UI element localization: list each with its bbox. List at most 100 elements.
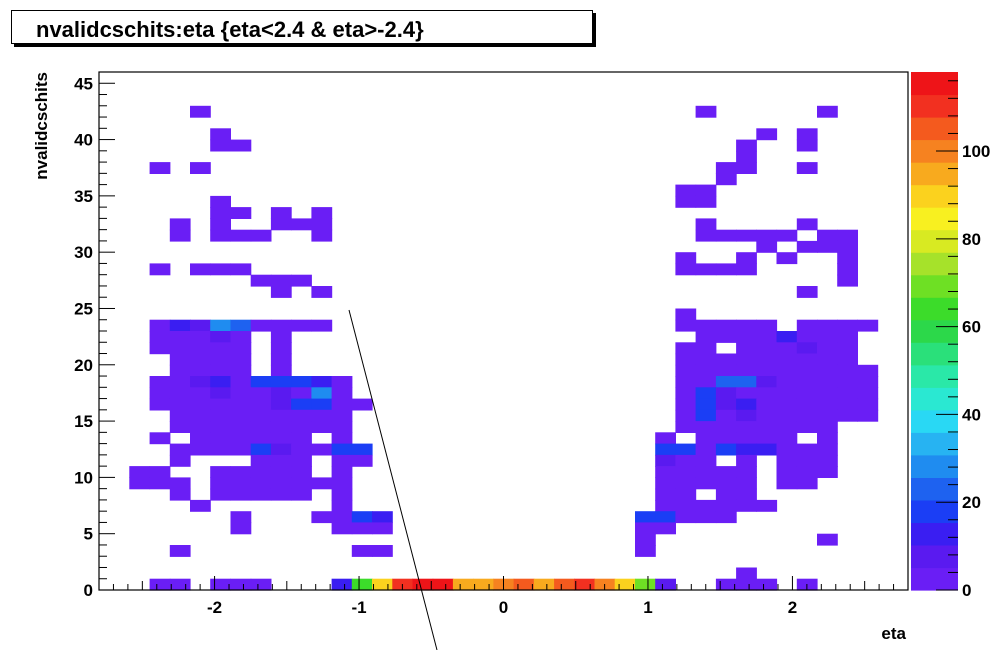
heatmap-cell bbox=[715, 387, 737, 400]
colorbar-swatch bbox=[911, 522, 958, 546]
heatmap-cell bbox=[230, 263, 252, 276]
heatmap-cell bbox=[169, 421, 191, 433]
heatmap-cell bbox=[776, 398, 798, 411]
heatmap-cell bbox=[736, 364, 757, 377]
heatmap-cell bbox=[149, 331, 171, 343]
heatmap-cell bbox=[817, 466, 838, 478]
heatmap-cell bbox=[736, 466, 757, 478]
heatmap-cell bbox=[715, 353, 737, 366]
heatmap-cell bbox=[351, 522, 373, 535]
heatmap-cell bbox=[230, 432, 252, 445]
heatmap-cell bbox=[796, 139, 818, 152]
heatmap-cell bbox=[291, 319, 312, 332]
heatmap-cell bbox=[837, 342, 858, 355]
heatmap-cell bbox=[169, 229, 191, 242]
heatmap-cell bbox=[796, 454, 818, 467]
heatmap-cell bbox=[837, 387, 858, 400]
heatmap-cell bbox=[190, 376, 211, 388]
heatmap-cell bbox=[736, 567, 757, 580]
heatmap-cell bbox=[331, 421, 353, 433]
heatmap-cell bbox=[715, 162, 737, 174]
colorbar-swatch bbox=[911, 139, 958, 163]
colorbar-swatch bbox=[911, 94, 958, 118]
heatmap-cell bbox=[837, 229, 858, 242]
heatmap-cell bbox=[736, 342, 757, 355]
heatmap-cell bbox=[736, 331, 757, 343]
heatmap-cell bbox=[331, 376, 353, 388]
heatmap-cell bbox=[372, 522, 393, 535]
heatmap-cell bbox=[210, 218, 231, 231]
heatmap-cell bbox=[331, 522, 353, 535]
heatmap-cell bbox=[776, 229, 798, 242]
heatmap-cell bbox=[675, 443, 697, 456]
heatmap-cell bbox=[270, 466, 292, 478]
heatmap-cell bbox=[351, 511, 373, 524]
heatmap-cell bbox=[655, 499, 676, 512]
heatmap-cell bbox=[351, 578, 373, 591]
heatmap-cell bbox=[129, 466, 151, 478]
heatmap-cell bbox=[149, 387, 171, 400]
heatmap-cell bbox=[210, 466, 231, 478]
heatmap-cell bbox=[291, 488, 312, 501]
heatmap-cell bbox=[372, 578, 393, 591]
heatmap-cell bbox=[513, 578, 535, 591]
heatmap-cell bbox=[190, 432, 211, 445]
heatmap-cell bbox=[695, 511, 717, 524]
heatmap-cell bbox=[190, 443, 211, 456]
heatmap-cell bbox=[230, 207, 252, 219]
heatmap-cell bbox=[715, 173, 737, 186]
heatmap-cell bbox=[554, 578, 575, 591]
heatmap-cell bbox=[149, 578, 171, 591]
heatmap-cell bbox=[736, 229, 757, 242]
heatmap-cell bbox=[776, 376, 798, 388]
heatmap-cell bbox=[250, 578, 272, 591]
heatmap-cell bbox=[270, 364, 292, 377]
heatmap-cell bbox=[210, 128, 231, 141]
heatmap-cell bbox=[230, 342, 252, 355]
heatmap-cell bbox=[817, 533, 838, 546]
heatmap-cell bbox=[169, 443, 191, 456]
heatmap-cell bbox=[210, 139, 231, 152]
heatmap-cell bbox=[250, 387, 272, 400]
heatmap-cell bbox=[695, 466, 717, 478]
heatmap-cell bbox=[291, 454, 312, 467]
heatmap-cell bbox=[291, 409, 312, 422]
heatmap-cell bbox=[129, 477, 151, 490]
heatmap-cell bbox=[190, 409, 211, 422]
heatmap-cell bbox=[655, 443, 676, 456]
heatmap-cell bbox=[311, 229, 333, 242]
heatmap-cell bbox=[817, 421, 838, 433]
heatmap-cell bbox=[695, 184, 717, 197]
heatmap-cell bbox=[817, 387, 838, 400]
heatmap-cell bbox=[311, 218, 333, 231]
heatmap-cell bbox=[190, 319, 211, 332]
heatmap-cell bbox=[372, 511, 393, 524]
heatmap-cell bbox=[635, 511, 656, 524]
heatmap-cell bbox=[614, 578, 636, 591]
colorbar-swatch bbox=[911, 184, 958, 208]
heatmap-cell bbox=[655, 578, 676, 591]
heatmap-cell bbox=[776, 477, 798, 490]
heatmap-cell bbox=[695, 421, 717, 433]
heatmap-cell bbox=[270, 376, 292, 388]
heatmap-cell bbox=[250, 488, 272, 501]
heatmap-cell bbox=[149, 466, 171, 478]
heatmap-cell bbox=[149, 432, 171, 445]
heatmap-cell bbox=[230, 511, 252, 524]
heatmap-cell bbox=[756, 443, 778, 456]
heatmap-cell bbox=[756, 229, 778, 242]
heatmap-cell bbox=[190, 421, 211, 433]
heatmap-cell bbox=[736, 398, 757, 411]
heatmap-cell bbox=[230, 139, 252, 152]
heatmap-cell bbox=[412, 578, 434, 591]
heatmap-cell bbox=[291, 274, 312, 287]
heatmap-cell bbox=[695, 364, 717, 377]
heatmap-cell bbox=[796, 466, 818, 478]
heatmap-cell bbox=[311, 409, 333, 422]
heatmap-cell bbox=[796, 477, 818, 490]
heatmap-cell bbox=[796, 421, 818, 433]
heatmap-cell bbox=[270, 409, 292, 422]
heatmap-cell bbox=[169, 319, 191, 332]
colorbar-swatch bbox=[911, 364, 958, 388]
heatmap-cell bbox=[230, 578, 252, 591]
